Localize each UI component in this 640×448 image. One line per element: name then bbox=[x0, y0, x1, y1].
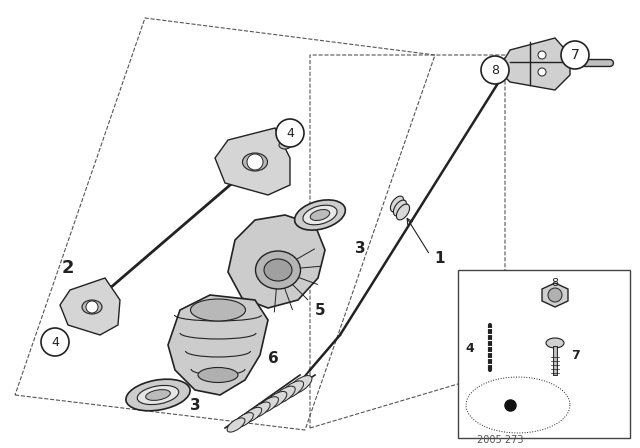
Ellipse shape bbox=[279, 141, 291, 149]
Ellipse shape bbox=[390, 196, 404, 212]
Ellipse shape bbox=[273, 386, 295, 404]
Ellipse shape bbox=[394, 200, 406, 216]
Ellipse shape bbox=[288, 375, 312, 394]
Text: 3: 3 bbox=[189, 397, 200, 413]
Ellipse shape bbox=[243, 153, 268, 171]
Ellipse shape bbox=[227, 418, 245, 432]
Text: 7: 7 bbox=[571, 349, 579, 362]
Polygon shape bbox=[498, 38, 570, 90]
Ellipse shape bbox=[294, 200, 346, 230]
Text: 3: 3 bbox=[355, 241, 365, 255]
Ellipse shape bbox=[146, 390, 170, 401]
Polygon shape bbox=[542, 283, 568, 307]
Ellipse shape bbox=[255, 251, 301, 289]
Ellipse shape bbox=[257, 397, 278, 413]
Polygon shape bbox=[228, 215, 325, 308]
Circle shape bbox=[247, 154, 263, 170]
Ellipse shape bbox=[264, 259, 292, 281]
Polygon shape bbox=[215, 128, 290, 195]
Ellipse shape bbox=[250, 402, 270, 418]
Circle shape bbox=[561, 41, 589, 69]
Ellipse shape bbox=[546, 338, 564, 348]
Circle shape bbox=[548, 288, 562, 302]
Ellipse shape bbox=[198, 367, 238, 383]
Polygon shape bbox=[60, 278, 120, 335]
Circle shape bbox=[86, 301, 98, 313]
FancyBboxPatch shape bbox=[458, 270, 630, 438]
Circle shape bbox=[538, 68, 546, 76]
Ellipse shape bbox=[265, 392, 287, 409]
Circle shape bbox=[276, 119, 304, 147]
Ellipse shape bbox=[126, 379, 190, 411]
Ellipse shape bbox=[280, 381, 303, 399]
Text: 5: 5 bbox=[315, 302, 325, 318]
Text: 4: 4 bbox=[466, 341, 474, 354]
Ellipse shape bbox=[235, 413, 253, 427]
Ellipse shape bbox=[310, 210, 330, 220]
Text: 1: 1 bbox=[435, 250, 445, 266]
Ellipse shape bbox=[137, 385, 179, 405]
Text: 6: 6 bbox=[268, 350, 278, 366]
Ellipse shape bbox=[191, 299, 246, 321]
Polygon shape bbox=[168, 295, 268, 395]
Circle shape bbox=[538, 51, 546, 59]
Text: 8: 8 bbox=[491, 64, 499, 77]
Circle shape bbox=[481, 56, 509, 84]
Text: 8: 8 bbox=[552, 278, 559, 288]
Text: 7: 7 bbox=[571, 48, 579, 62]
Ellipse shape bbox=[243, 407, 262, 422]
Ellipse shape bbox=[82, 300, 102, 314]
Ellipse shape bbox=[396, 204, 410, 220]
Text: 2005 273: 2005 273 bbox=[477, 435, 524, 445]
Circle shape bbox=[41, 328, 69, 356]
Text: 2: 2 bbox=[61, 259, 74, 277]
Ellipse shape bbox=[303, 205, 337, 225]
Text: 4: 4 bbox=[286, 126, 294, 139]
Text: 4: 4 bbox=[51, 336, 59, 349]
